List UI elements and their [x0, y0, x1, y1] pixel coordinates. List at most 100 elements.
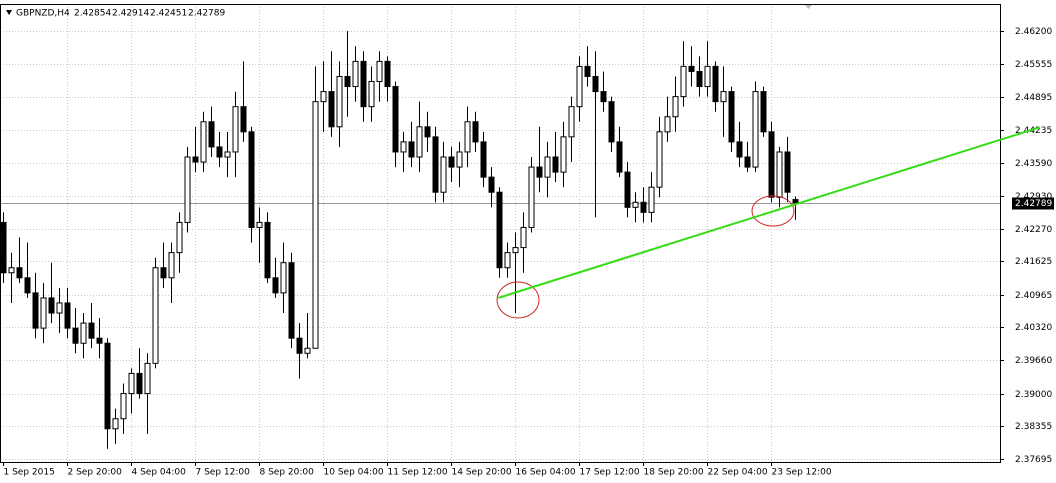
candle-body: [80, 322, 87, 344]
candle-body: [656, 131, 663, 188]
candle-body: [40, 297, 47, 329]
candle-body: [416, 126, 423, 158]
candle-body: [592, 75, 599, 93]
candle-body: [328, 91, 335, 128]
candle-body: [104, 342, 111, 430]
candle-body: [432, 136, 439, 193]
candle-body: [424, 126, 431, 138]
trendline: [497, 126, 1041, 299]
y-tick-label: 2.39660: [1015, 356, 1052, 366]
header-low: 2.42451: [150, 9, 187, 19]
candle-body: [520, 226, 527, 249]
y-tick-label: 2.39000: [1015, 390, 1052, 400]
y-tick-label: 2.42930: [1015, 192, 1052, 202]
y-tick-label: 2.45555: [1015, 60, 1052, 70]
candle-body: [224, 151, 231, 158]
marker-ellipse: [496, 281, 540, 319]
candle-body: [280, 262, 287, 294]
candle-body: [296, 337, 303, 354]
candle-body: [576, 65, 583, 108]
candle-body: [136, 372, 143, 395]
candle-body: [464, 121, 471, 153]
candle-body: [600, 91, 607, 103]
candle-body: [768, 131, 775, 198]
candle-body: [216, 146, 223, 158]
x-tick-label: 1 Sep 2015: [4, 468, 55, 478]
candle-body: [24, 277, 31, 294]
candle-body: [192, 156, 199, 163]
shift-marker: [805, 5, 812, 9]
candle-body: [176, 221, 183, 254]
candle-body: [408, 141, 415, 158]
candle-body: [488, 176, 495, 193]
candle-body: [184, 156, 191, 223]
header-open: 2.42854: [74, 9, 111, 19]
candle-body: [528, 166, 535, 228]
marker-ellipse: [751, 195, 795, 227]
candle-body: [568, 106, 575, 138]
candle-body: [160, 267, 167, 279]
x-tick-label: 8 Sep 20:00: [260, 468, 315, 478]
price-tag-label: 2.42789: [1015, 199, 1052, 209]
candle-body: [616, 141, 623, 173]
candle-body: [256, 221, 263, 228]
symbol: GBPNZD,H4: [16, 9, 70, 19]
candle-body: [544, 156, 551, 178]
candle-body: [784, 151, 791, 193]
plot: [0, 4, 1000, 462]
x-tick-label: 16 Sep 04:00: [516, 468, 576, 478]
candle-body: [496, 191, 503, 269]
y-tick-label: 2.43590: [1015, 159, 1052, 169]
y-tick-label: 2.37695: [1015, 455, 1052, 465]
y-tick-label: 2.42270: [1015, 225, 1052, 235]
x-tick-label: 11 Sep 12:00: [388, 468, 448, 478]
candle-body: [704, 65, 711, 88]
candle-body: [112, 418, 119, 430]
candle-body: [264, 221, 271, 279]
candle-body: [480, 141, 487, 178]
candle-body: [304, 347, 311, 354]
candle-body: [48, 297, 55, 314]
candle-body: [776, 151, 783, 198]
x-tick-label: 7 Sep 12:00: [196, 468, 251, 478]
candle-body: [344, 75, 351, 88]
header-high: 2.42914: [112, 9, 149, 19]
candle-body: [232, 106, 239, 153]
candle-body: [320, 91, 327, 103]
candle-body: [200, 121, 207, 163]
y-tick-label: 2.44235: [1015, 126, 1052, 136]
candle-body: [376, 60, 383, 83]
candle-body: [672, 96, 679, 118]
candle-body: [712, 65, 719, 103]
candle-body: [736, 141, 743, 158]
candle-body: [400, 141, 407, 153]
candle-body: [696, 70, 703, 88]
x-tick-label: 18 Sep 20:00: [644, 468, 704, 478]
candle-body: [168, 252, 175, 279]
candle-body: [144, 362, 151, 395]
candle-body: [752, 91, 759, 168]
x-tick-label: 14 Sep 20:00: [452, 468, 512, 478]
price-tag: [1012, 197, 1054, 210]
y-tick-label: 2.40320: [1015, 323, 1052, 333]
candle-body: [8, 267, 15, 274]
menu-arrow: [6, 10, 12, 15]
candle-body: [88, 322, 95, 339]
candle-body: [584, 65, 591, 77]
y-tick-label: 2.46200: [1015, 27, 1052, 37]
x-tick-label: 23 Sep 12:00: [772, 468, 832, 478]
candle-body: [288, 262, 295, 339]
plot-border: [0, 4, 1001, 463]
y-tick-label: 2.41625: [1015, 257, 1052, 267]
candle-body: [240, 106, 247, 133]
header-close: 2.42789: [188, 9, 225, 19]
candle-body: [120, 393, 127, 420]
y-tick-label: 2.40965: [1015, 291, 1052, 301]
candle-body: [56, 302, 63, 314]
candle-body: [632, 201, 639, 208]
candle-body: [72, 327, 79, 344]
y-tick-label: 2.44895: [1015, 93, 1052, 103]
candle-body: [560, 136, 567, 173]
candle-body: [152, 267, 159, 364]
